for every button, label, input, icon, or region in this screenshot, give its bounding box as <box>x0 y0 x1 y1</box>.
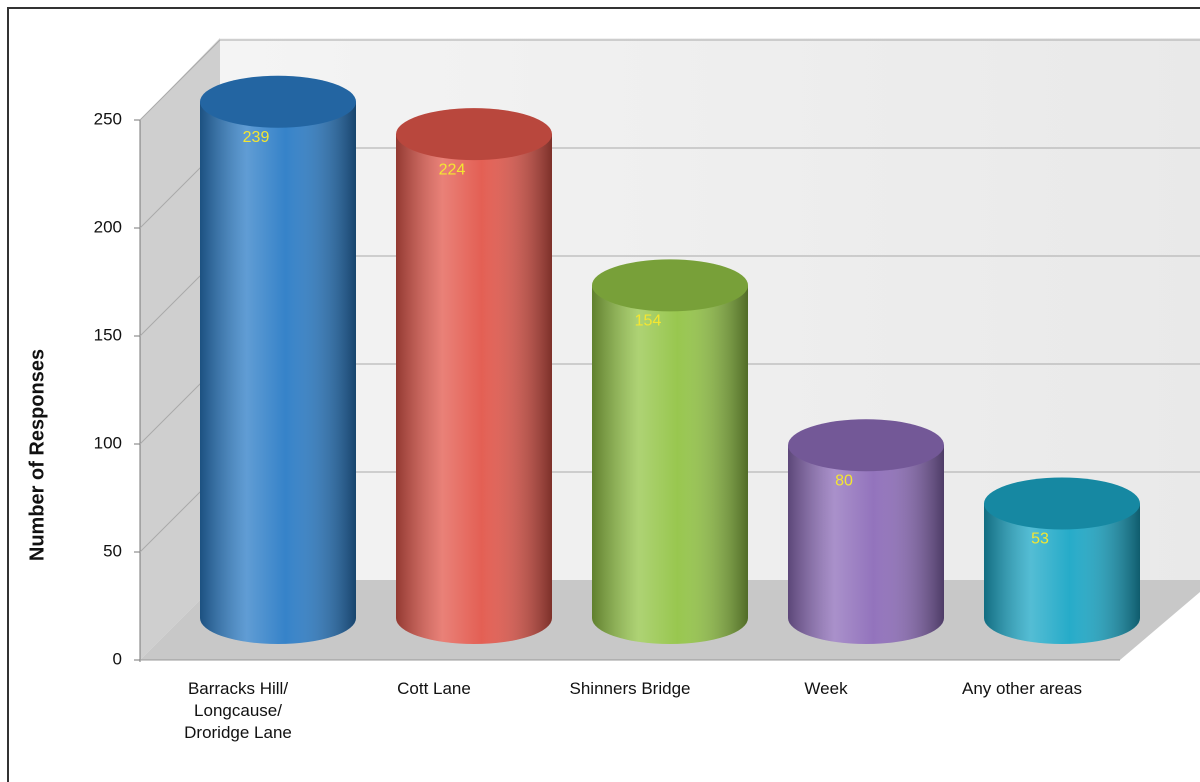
value-label: 224 <box>439 161 466 178</box>
value-label: 80 <box>835 472 853 489</box>
value-label: 239 <box>243 129 270 146</box>
value-label: 53 <box>1031 531 1049 548</box>
bar-shading <box>396 134 552 644</box>
x-tick-label: Cott Lane <box>397 679 471 698</box>
bar-shading <box>592 285 748 644</box>
y-axis-label: Number of Responses <box>26 349 48 561</box>
y-tick-label: 150 <box>94 325 122 344</box>
value-label: 154 <box>635 313 662 330</box>
bar-top <box>984 477 1140 530</box>
bar-shading <box>200 101 356 644</box>
x-tick-label: Week <box>804 679 848 698</box>
bar-top <box>396 108 552 161</box>
x-tick-label: Shinners Bridge <box>569 679 691 698</box>
bar-top <box>200 75 356 128</box>
grid-line <box>139 39 221 121</box>
bar-top <box>788 419 944 472</box>
x-tick-label: Barracks Hill/ Longcause/ Droridge Lane <box>184 679 292 742</box>
y-tick-label: 0 <box>113 649 122 668</box>
x-tick-label: Any other areas <box>961 679 1082 698</box>
bar-top-shading <box>984 477 1140 530</box>
bar-top-shading <box>396 108 552 161</box>
bar-top-shading <box>788 419 944 472</box>
bar-top-shading <box>592 259 748 312</box>
bar-top-shading <box>200 75 356 128</box>
y-tick-label: 50 <box>103 541 122 560</box>
bar-top <box>592 259 748 312</box>
y-tick-label: 100 <box>94 433 122 452</box>
bar-shading <box>788 445 944 644</box>
bar-shading <box>984 503 1140 644</box>
y-tick-label: 200 <box>94 217 122 236</box>
y-tick-label: 250 <box>94 109 122 128</box>
